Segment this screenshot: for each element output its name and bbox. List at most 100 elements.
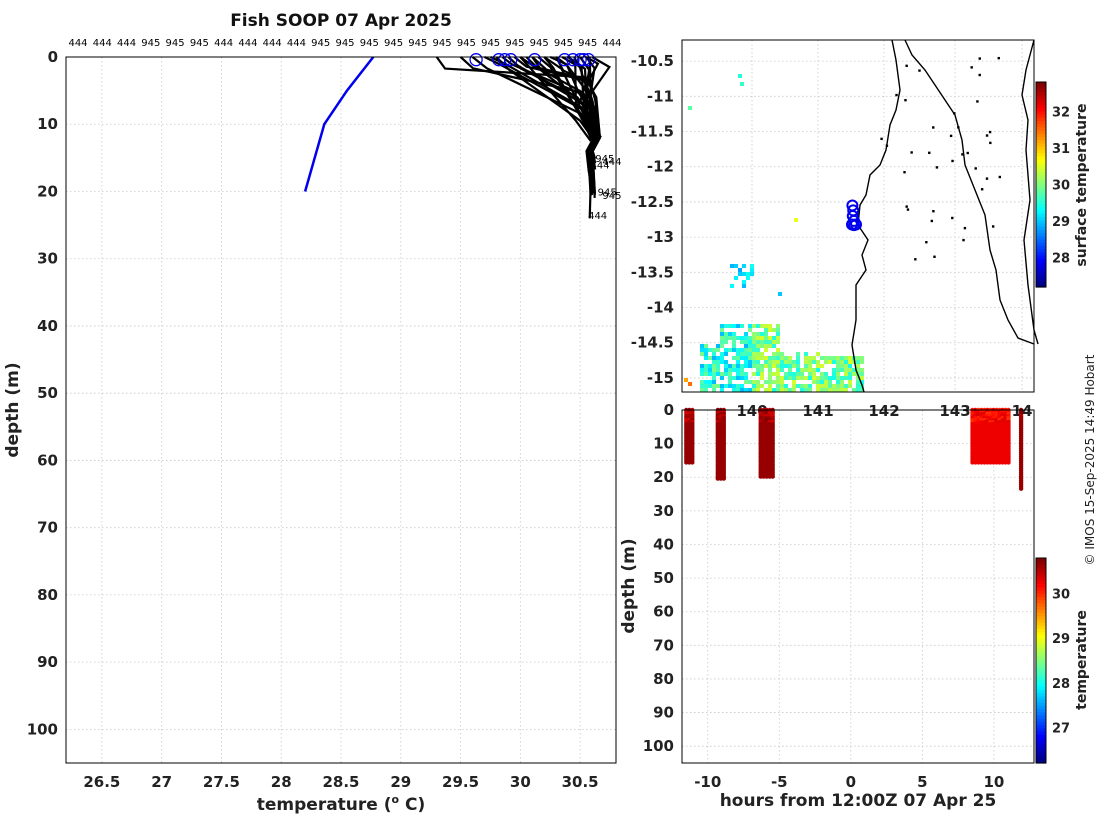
sst-cell: [764, 380, 768, 384]
sst-cell: [840, 380, 844, 384]
sst-cell: [720, 344, 724, 348]
profile-grid: [66, 56, 616, 763]
profile-depth-id: 444: [602, 157, 621, 168]
sst-cell: [836, 356, 840, 360]
sst-cell: [740, 82, 744, 86]
sst-cell: [780, 368, 784, 372]
sst-cell: [816, 384, 820, 388]
colorbar-segment: [1036, 146, 1046, 150]
sst-cell: [800, 372, 804, 376]
sst-cell: [740, 384, 744, 388]
timeseries-y-tick: 80: [653, 670, 674, 688]
colorbar-segment: [1036, 577, 1046, 582]
sst-cell: [724, 348, 728, 352]
sst-cell: [772, 328, 776, 332]
sst-cell: [712, 376, 716, 380]
sst-cell: [740, 336, 744, 340]
sst-cell: [784, 388, 788, 392]
timeseries-dot: [690, 460, 695, 465]
map-lon-tick: 143: [939, 402, 970, 420]
colorbar-segment: [1036, 206, 1046, 211]
island-dot: [951, 216, 954, 220]
sst-cell: [732, 368, 736, 372]
sst-cell: [808, 364, 812, 368]
sst-cell: [700, 380, 704, 384]
sst-cell: [784, 360, 788, 364]
colorbar-segment: [1036, 139, 1046, 144]
sst-cell: [740, 340, 744, 344]
sst-cell: [760, 332, 764, 336]
sst-cell: [756, 372, 760, 376]
colorbar-segment: [1036, 152, 1046, 157]
sst-cell: [720, 356, 724, 360]
sst-cell: [796, 384, 800, 388]
sst-cell: [804, 360, 808, 364]
colorbar-segment: [1036, 753, 1046, 758]
colorbar-segment: [1036, 104, 1046, 109]
sst-cell: [824, 376, 828, 380]
sst-cell: [708, 368, 712, 372]
sst-cell: [840, 368, 844, 372]
sst-cell: [808, 388, 812, 392]
sst-cell: [760, 352, 764, 356]
profile-x-tick: 29: [390, 773, 411, 791]
sst-cell: [776, 324, 780, 328]
coastline-west: [851, 39, 901, 393]
sst-cell: [730, 284, 734, 288]
sst-cell: [750, 264, 754, 268]
profile-depth-id: 945: [598, 187, 617, 198]
sst-cell: [776, 360, 780, 364]
profile-top-id: 444: [68, 38, 87, 49]
sst-cell: [772, 364, 776, 368]
sst-cell: [744, 360, 748, 364]
timeseries-x-tick: 0: [846, 773, 856, 791]
sst-cell: [768, 380, 772, 384]
map-lon-tick: 141: [802, 402, 833, 420]
surface-start-marker: [504, 53, 518, 67]
colorbar-segment: [1036, 567, 1046, 572]
colorbar-segment: [1036, 155, 1046, 160]
profile-ticks: 26.5 27 27.5 28 28.5 29 29.5 30 30.5 0 10 20 30 40 50 6…: [27, 48, 599, 791]
sst-cell: [712, 360, 716, 364]
sst-cell: [750, 272, 754, 276]
profile-x-tick: 28.5: [322, 773, 359, 791]
colorbar-segment: [1036, 219, 1046, 224]
sst-cell: [700, 344, 704, 348]
sst-cell: [772, 352, 776, 356]
colorbar-segment: [1036, 673, 1046, 678]
profile-y-tick: 10: [37, 115, 58, 133]
sst-cell: [824, 380, 828, 384]
colorbar-segment: [1036, 705, 1046, 710]
sst-cell: [788, 360, 792, 364]
sst-cell: [724, 324, 728, 328]
sst-cell: [788, 356, 792, 360]
sst-cell: [724, 372, 728, 376]
island-dot: [935, 166, 939, 169]
colorbar-segment: [1036, 615, 1046, 620]
sst-cell: [744, 372, 748, 376]
profile-top-id: 945: [408, 38, 427, 49]
sst-cell: [720, 336, 724, 340]
sst-cell: [736, 356, 740, 360]
profile-y-tick: 20: [37, 182, 58, 200]
sst-cell: [840, 376, 844, 380]
map-lat-tick: -15: [647, 369, 674, 387]
island-dot: [963, 226, 967, 230]
colorbar-segment: [1036, 692, 1046, 697]
surface-start-marker: [469, 53, 483, 67]
sst-cell: [752, 336, 756, 340]
sst-cell: [760, 356, 764, 360]
sst-cell: [828, 388, 832, 392]
colorbar-segment: [1036, 647, 1046, 652]
sst-cell: [812, 356, 816, 360]
sst-cell: [708, 380, 712, 384]
sst-cell: [792, 388, 796, 392]
colorbar-segment: [1036, 746, 1046, 751]
colorbar-segment: [1036, 743, 1046, 748]
colorbar-segment: [1036, 558, 1046, 562]
sst-cell: [752, 348, 756, 352]
profile-top-id: 945: [433, 38, 452, 49]
sst-cell: [720, 376, 724, 380]
profile-x-tick: 28: [271, 773, 292, 791]
